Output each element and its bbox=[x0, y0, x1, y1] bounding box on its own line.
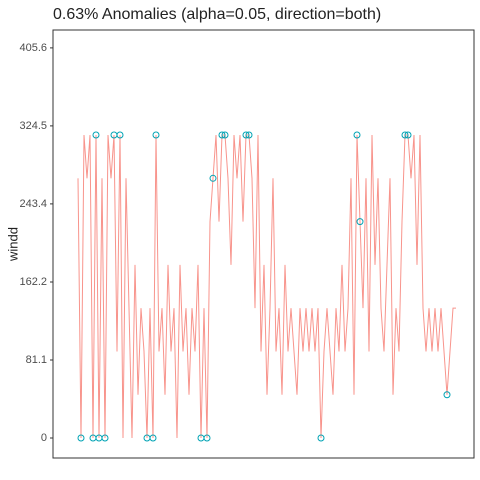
anomaly-point bbox=[221, 131, 229, 139]
anomaly-point bbox=[209, 174, 217, 182]
anomaly-point bbox=[149, 434, 157, 442]
y-tick-label: 162.2 bbox=[19, 276, 47, 288]
anomaly-point bbox=[242, 131, 250, 139]
panel-border bbox=[52, 29, 475, 459]
anomaly-point bbox=[317, 434, 325, 442]
anomaly-point bbox=[218, 131, 226, 139]
anomaly-point bbox=[404, 131, 412, 139]
y-tick-label: 243.4 bbox=[19, 198, 47, 210]
y-tick-label: 81.1 bbox=[26, 354, 47, 366]
anomaly-point bbox=[92, 131, 100, 139]
anomaly-point bbox=[443, 391, 451, 399]
anomaly-point bbox=[116, 131, 124, 139]
y-axis-label: windd bbox=[5, 227, 20, 262]
anomaly-point bbox=[203, 434, 211, 442]
anomaly-point bbox=[245, 131, 253, 139]
y-tick-label: 324.5 bbox=[19, 120, 47, 132]
y-tick-label: 0 bbox=[41, 432, 47, 444]
chart-title: 0.63% Anomalies (alpha=0.05, direction=b… bbox=[53, 6, 381, 23]
anomaly-point bbox=[353, 131, 361, 139]
y-tick-label: 405.6 bbox=[19, 42, 47, 54]
anomaly-point bbox=[77, 434, 85, 442]
anomaly-point bbox=[356, 218, 364, 226]
data-line bbox=[77, 134, 456, 439]
anomaly-point bbox=[152, 131, 160, 139]
anomaly-point bbox=[401, 131, 409, 139]
anomaly-point bbox=[101, 434, 109, 442]
